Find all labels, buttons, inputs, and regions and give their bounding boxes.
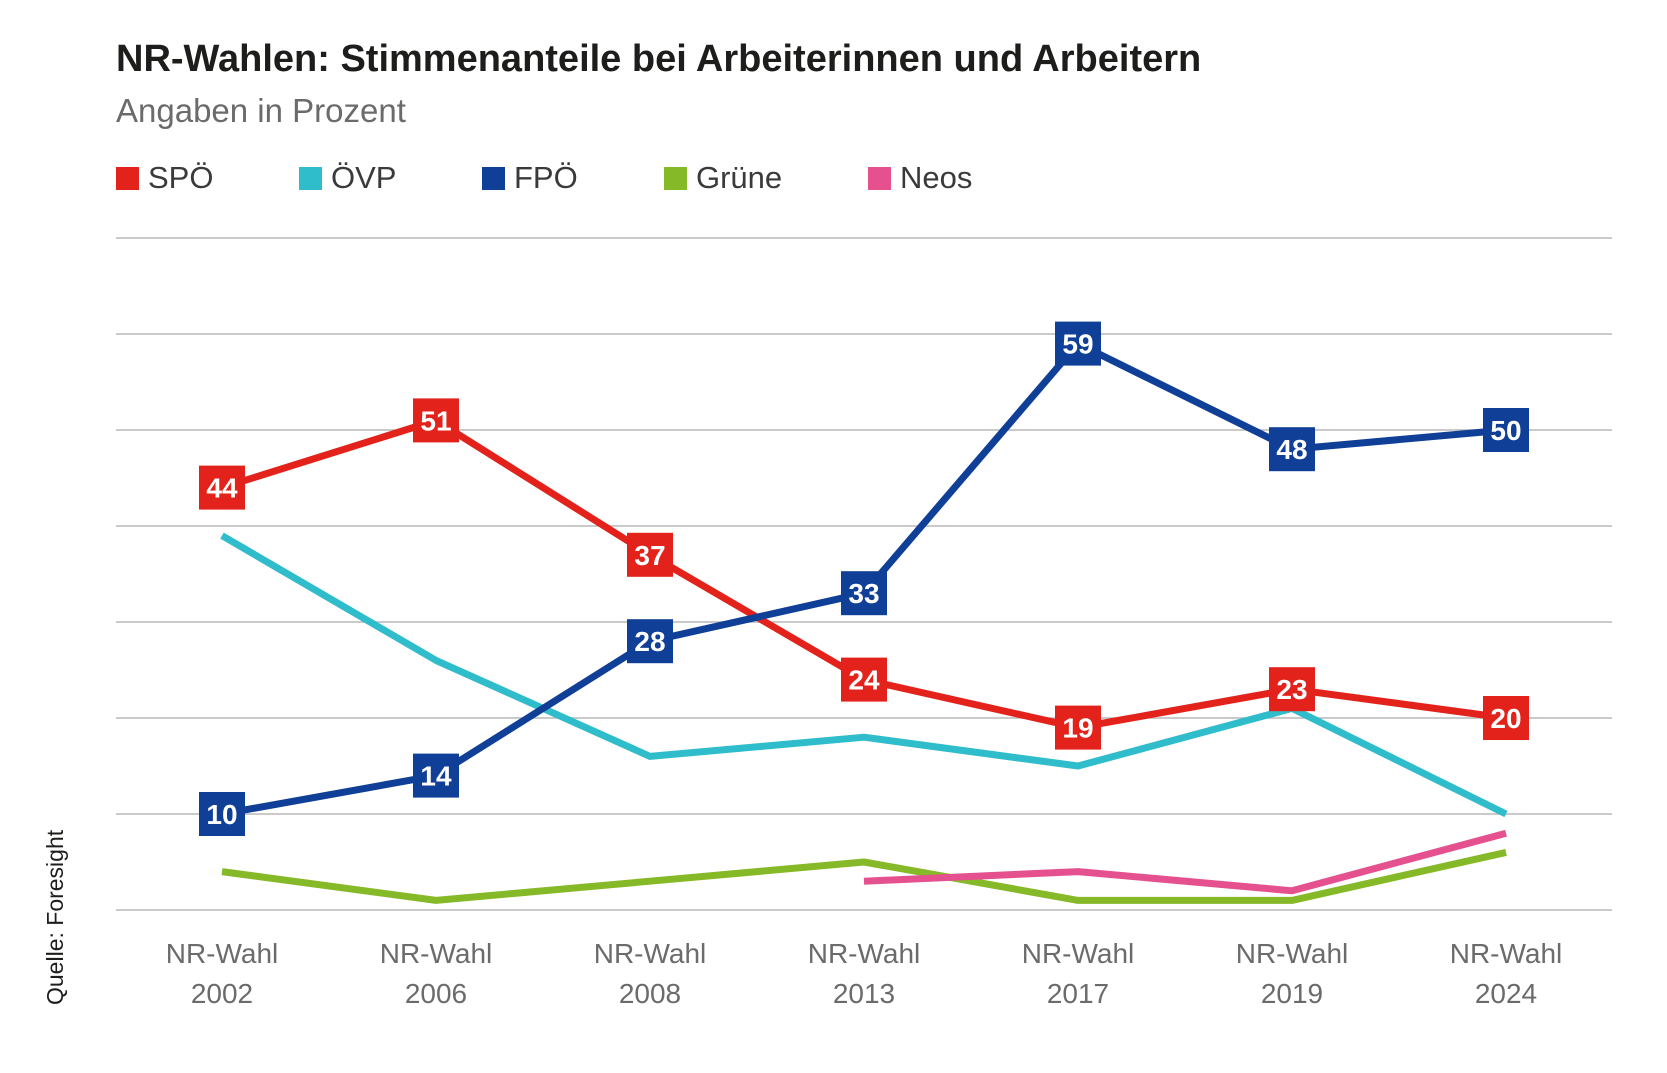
source-note: Quelle: Foresight [42,829,68,1005]
data-marker-spoe-2024 [1483,696,1529,740]
data-marker-spoe-2017 [1055,705,1101,750]
data-marker-fpoe-2008 [627,619,673,664]
x-tick-label-2008-line2: 2008 [619,978,681,1009]
legend-item-gruene: Grüne [664,160,782,196]
data-label-spoe-2006: 51 [420,405,451,436]
legend-label-gruene: Grüne [696,160,783,195]
x-tick-label-2002-line1: NR-Wahl [166,938,279,969]
data-marker-fpoe-2019 [1269,427,1315,472]
data-label-fpoe-2006: 14 [420,761,452,792]
legend-swatch-neos [868,166,891,190]
x-tick-label-2002-line2: 2002 [191,978,253,1009]
x-tick-label-2019-line1: NR-Wahl [1236,938,1349,969]
chart-title: NR-Wahlen: Stimmenanteile bei Arbeiterin… [116,38,1202,80]
data-marker-spoe-2008 [627,532,673,577]
data-marker-spoe-2006 [413,398,459,443]
legend-swatch-gruene [664,166,687,190]
data-marker-spoe-2013 [841,657,887,702]
legend-item-neos: Neos [868,160,972,196]
x-tick-label-2006-line1: NR-Wahl [380,938,493,969]
series-line-gruene [221,848,1507,904]
data-label-fpoe-2024: 50 [1490,415,1521,446]
x-tick-label-2019-line2: 2019 [1261,978,1323,1009]
data-marker-spoe-2002 [199,465,245,510]
legend-swatch-fpoe [482,166,505,190]
data-label-spoe-2002: 44 [206,473,238,504]
series-line-neos [863,829,1507,895]
data-marker-fpoe-2006 [413,753,459,798]
x-tick-label-2024-line2: 2024 [1475,978,1537,1009]
legend-item-spoe: SPÖ [116,160,213,196]
data-label-spoe-2017: 19 [1062,713,1093,744]
legend-swatch-oevp [299,166,322,190]
legend-label-neos: Neos [900,160,973,195]
chart-subtitle: Angaben in Prozent [116,92,406,129]
data-label-spoe-2008: 37 [634,540,665,571]
x-tick-label-2013-line1: NR-Wahl [808,938,921,969]
data-marker-spoe-2019 [1269,667,1315,712]
legend-item-fpoe: FPÖ [482,160,578,196]
data-label-spoe-2024: 20 [1490,703,1521,734]
data-label-spoe-2019: 23 [1276,674,1307,705]
data-marker-fpoe-2024 [1483,408,1529,452]
data-label-fpoe-2017: 59 [1062,329,1093,360]
data-marker-fpoe-2002 [199,792,245,836]
x-tick-label-2006-line2: 2006 [405,978,467,1009]
legend-label-spoe: SPÖ [148,160,214,195]
x-tick-label-2017-line2: 2017 [1047,978,1109,1009]
legend-label-oevp: ÖVP [331,160,397,195]
data-marker-fpoe-2017 [1055,321,1101,366]
data-label-fpoe-2008: 28 [634,626,665,657]
legend-label-fpoe: FPÖ [514,160,578,195]
data-label-fpoe-2019: 48 [1276,434,1307,465]
legend-item-oevp: ÖVP [299,160,396,196]
x-tick-label-2024-line1: NR-Wahl [1450,938,1563,969]
x-tick-label-2017-line1: NR-Wahl [1022,938,1135,969]
data-marker-fpoe-2013 [841,571,887,616]
x-tick-label-2013-line2: 2013 [833,978,895,1009]
legend-swatch-spoe [116,166,139,190]
x-tick-label-2008-line1: NR-Wahl [594,938,707,969]
data-label-spoe-2013: 24 [848,665,880,696]
data-label-fpoe-2013: 33 [848,578,879,609]
data-label-fpoe-2002: 10 [206,799,237,830]
